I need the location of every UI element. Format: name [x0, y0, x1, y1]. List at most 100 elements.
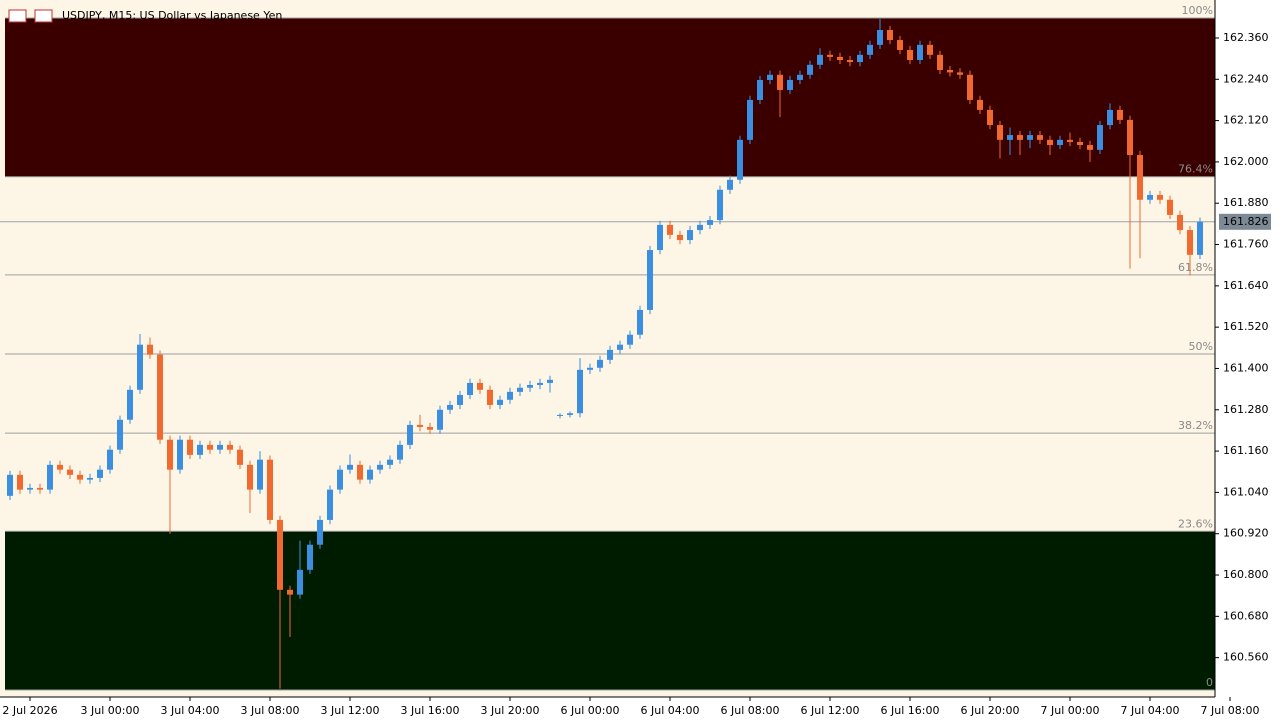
y-tick-label: 162.240	[1223, 72, 1269, 85]
candle-body	[887, 30, 893, 41]
candle-body	[907, 50, 913, 60]
candle-body	[117, 419, 123, 450]
candle-body	[547, 379, 553, 383]
x-tick-label: 7 Jul 08:00	[1201, 704, 1260, 717]
candle-body	[807, 64, 813, 75]
x-tick-label: 2 Jul 2026	[2, 704, 57, 717]
candle-body	[127, 389, 133, 420]
candle-body	[417, 424, 423, 427]
candle-body	[87, 477, 93, 480]
fib-label: 100%	[1182, 4, 1213, 17]
candle-body	[397, 444, 403, 460]
candle-body	[827, 54, 833, 57]
x-tick-label: 3 Jul 20:00	[481, 704, 540, 717]
candle-body	[97, 469, 103, 478]
candle-body	[277, 519, 283, 590]
candle-body	[987, 109, 993, 126]
candle-body	[77, 474, 83, 480]
x-tick-label: 6 Jul 08:00	[721, 704, 780, 717]
candle-body	[897, 40, 903, 51]
fib-label: 61.8%	[1178, 261, 1213, 274]
y-tick-label: 162.360	[1223, 31, 1269, 44]
candle-body	[917, 44, 923, 60]
candle-body	[957, 72, 963, 75]
plot-area: 100% 76.4% 61.8% 50% 38.2% 23.6% 0	[0, 0, 1215, 697]
candle-body	[797, 74, 803, 80]
candle-body	[557, 414, 563, 416]
candle-body	[1027, 135, 1033, 140]
candle-body	[367, 469, 373, 480]
candle-body	[1157, 194, 1163, 200]
candle-body	[637, 309, 643, 335]
candle-body	[507, 391, 513, 400]
candle-body	[747, 99, 753, 140]
candle-body	[237, 449, 243, 465]
candle-body	[977, 99, 983, 110]
candle-body	[247, 464, 253, 490]
candle-body	[307, 544, 313, 570]
candle-body	[967, 74, 973, 100]
candle-body	[997, 125, 1003, 140]
y-tick-label: 161.880	[1223, 196, 1269, 209]
candle-body	[1067, 139, 1073, 142]
fib-label: 23.6%	[1178, 517, 1213, 530]
candle-body	[867, 44, 873, 55]
candle-body	[817, 54, 823, 65]
candle-body	[757, 79, 763, 100]
candle-body	[387, 459, 393, 465]
fib-label: 38.2%	[1178, 419, 1213, 432]
candle-body	[257, 459, 263, 490]
y-tick-label: 161.160	[1223, 444, 1269, 457]
candle-body	[7, 474, 13, 496]
candle-body	[427, 426, 433, 430]
candle-body	[1187, 230, 1193, 255]
x-tick-label: 3 Jul 12:00	[321, 704, 380, 717]
candle-body	[187, 439, 193, 455]
y-tick-label: 162.120	[1223, 114, 1269, 127]
candle-body	[407, 424, 413, 445]
candle-body	[467, 382, 473, 395]
x-tick-label: 6 Jul 12:00	[801, 704, 860, 717]
y-tick-label: 162.000	[1223, 155, 1269, 168]
candle-body	[47, 464, 53, 490]
candle-body	[1017, 135, 1023, 140]
candle-body	[1047, 139, 1053, 146]
candle-body	[597, 359, 603, 368]
y-tick-label: 161.640	[1223, 279, 1269, 292]
candle-body	[1127, 119, 1133, 156]
icon	[8, 9, 27, 23]
candle-body	[717, 189, 723, 221]
candle-body	[627, 334, 633, 345]
candle-body	[737, 139, 743, 180]
candle-body	[527, 384, 533, 388]
candle-body	[657, 224, 663, 251]
candle-body	[1177, 214, 1183, 231]
candle-body	[357, 464, 363, 480]
candle-body	[1147, 194, 1153, 200]
candle-body	[847, 60, 853, 63]
candle-body	[1167, 199, 1173, 215]
x-tick-label: 7 Jul 04:00	[1121, 704, 1180, 717]
candle-body	[167, 439, 173, 470]
candle-body	[1197, 221, 1203, 255]
candle-body	[377, 464, 383, 470]
candle-body	[447, 404, 453, 410]
candle-body	[697, 224, 703, 231]
candle-body	[877, 30, 883, 45]
candle-body	[267, 459, 273, 520]
candle-body	[1077, 141, 1083, 146]
candle-body	[517, 387, 523, 392]
candle-body	[677, 234, 683, 241]
x-tick-label: 6 Jul 04:00	[641, 704, 700, 717]
candle-body	[457, 394, 463, 405]
candle-body	[317, 519, 323, 545]
candle-body	[937, 54, 943, 70]
price-tag	[1219, 213, 1271, 230]
candle-body	[1137, 155, 1143, 200]
fib-zone	[5, 531, 1215, 690]
x-tick-label: 6 Jul 00:00	[561, 704, 620, 717]
y-tick-label: 161.760	[1223, 238, 1269, 251]
y-tick-label: 160.800	[1223, 568, 1269, 581]
candle-body	[537, 382, 543, 385]
candle-body	[67, 469, 73, 475]
